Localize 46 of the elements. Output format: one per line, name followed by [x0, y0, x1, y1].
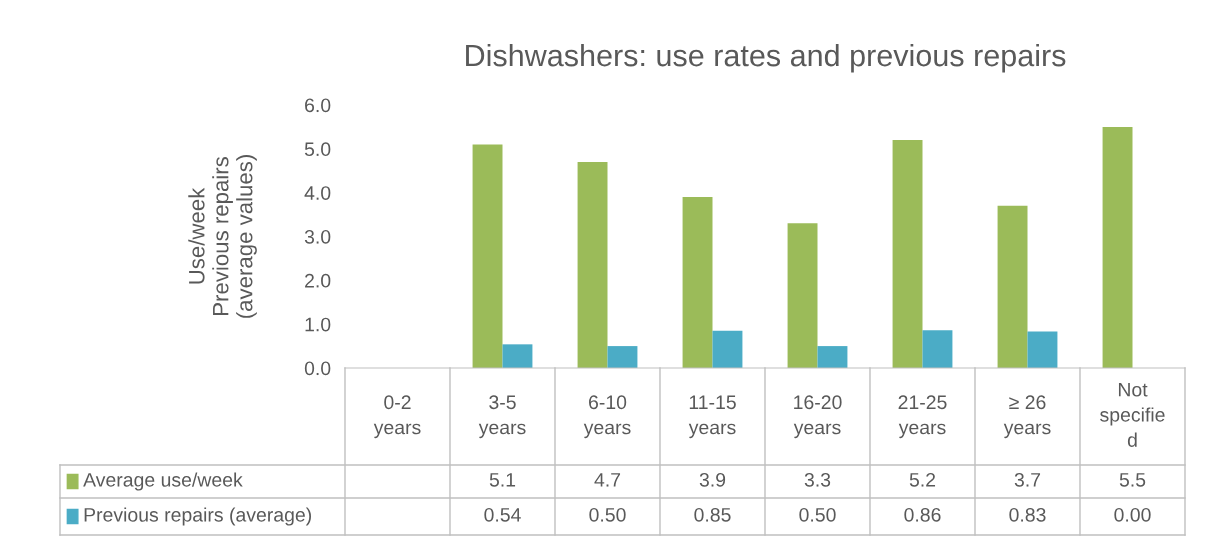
bar — [472, 144, 503, 368]
bar — [997, 205, 1028, 368]
x-tick-label: 3-5 years — [478, 395, 526, 439]
data-label: 3.9 — [699, 472, 726, 487]
data-label: 3.7 — [1014, 472, 1041, 487]
data-label: 0.85 — [694, 507, 731, 522]
bar — [502, 344, 533, 368]
x-tick-label: Not specifie d — [1100, 382, 1165, 447]
bar — [1027, 331, 1058, 368]
data-label: 4.7 — [594, 473, 621, 487]
x-tick-label: ≥ 26 years — [1003, 395, 1051, 439]
data-label: 0.86 — [904, 507, 941, 522]
bar — [712, 330, 743, 368]
data-label: 0.50 — [799, 507, 836, 522]
data-label: 0.00 — [1114, 507, 1151, 522]
y-tick-label: 4.0 — [304, 186, 331, 200]
bar — [922, 330, 953, 368]
y-tick-label: 3.0 — [304, 229, 331, 244]
chart-title: Dishwashers: use rates and previous repairs — [466, 43, 1066, 73]
x-tick-label: 6-10 years — [583, 395, 631, 439]
x-tick-label: 16-20 years — [793, 395, 842, 439]
data-label: 0.50 — [589, 507, 626, 522]
y-tick-label: 6.0 — [305, 98, 331, 113]
bar — [787, 223, 818, 368]
y-tick-label: 1.0 — [305, 317, 331, 332]
bar — [682, 197, 713, 368]
y-tick-label: 2.0 — [305, 273, 331, 288]
bar — [577, 161, 608, 368]
bar — [1102, 126, 1133, 368]
x-tick-label: 21-25 years — [898, 395, 947, 439]
x-tick-label: 11-15 years — [688, 395, 736, 439]
legend-label: Average use/week — [83, 472, 243, 491]
data-label: 0.54 — [484, 507, 521, 522]
data-label: 5.1 — [489, 473, 516, 487]
data-label: 5.2 — [909, 472, 936, 487]
data-label: 5.5 — [1119, 473, 1146, 487]
y-tick-label: 0.0 — [304, 361, 331, 376]
x-tick-label: 0-2 years — [373, 395, 421, 439]
y-tick-label: 5.0 — [304, 142, 331, 157]
bar — [892, 140, 923, 368]
data-label: 3.3 — [804, 472, 831, 487]
y-axis-title: Use/week Previous repairs (average values) — [188, 155, 257, 318]
legend-label: Previous repairs (average) — [84, 507, 311, 526]
data-label: 0.83 — [1009, 507, 1046, 522]
bar — [817, 346, 848, 368]
bar — [607, 346, 638, 368]
